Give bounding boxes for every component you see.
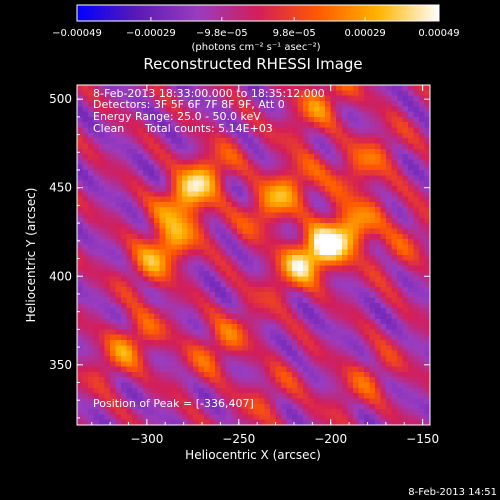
annotation-total-counts: Total counts: 5.14E+03 — [144, 122, 273, 135]
plot-frame — [76, 84, 431, 426]
footer-date: 8-Feb-2013 14:51 — [408, 487, 497, 498]
y-tick-label: 400 — [49, 269, 72, 283]
heatmap-image — [77, 85, 430, 425]
colorbar-tick-label: 0.00049 — [418, 28, 459, 39]
colorbar-ticks: −0.00049 −0.00029 −9.8e−05 9.8e−05 0.00029 0.… — [52, 17, 460, 39]
y-axis: 350 400 450 500 — [49, 92, 430, 419]
colorbar-tick-label: −0.00029 — [126, 28, 176, 39]
annotation-time-range: 8-Feb-2013 18:33:00.000 to 18:35:12.000 — [93, 87, 325, 100]
colorbar-gradient — [76, 4, 440, 22]
annotation-method: Clean — [93, 122, 124, 135]
colorbar: −0.00049 −0.00029 −9.8e−05 9.8e−05 0.00029 0.… — [52, 4, 460, 53]
annotation-detectors: Detectors: 3F 5F 6F 7F 8F 9F, Att 0 — [93, 98, 285, 111]
colorbar-tick-label: 0.00029 — [344, 28, 385, 39]
y-tick-label: 450 — [49, 181, 72, 195]
x-axis-label: Heliocentric X (arcsec) — [185, 448, 321, 462]
annotation-energy-range: Energy Range: 25.0 - 50.0 keV — [93, 110, 261, 123]
x-axis: −300 −250 −200 −150 — [91, 85, 439, 446]
x-tick-label: −250 — [222, 432, 255, 446]
colorbar-tick-label: 9.8e−05 — [273, 28, 316, 39]
colorbar-units: (photons cm⁻² s⁻¹ asec⁻²) — [191, 42, 320, 53]
y-axis-label: Heliocentric Y (arcsec) — [24, 188, 38, 323]
colorbar-tick-label: −0.00049 — [52, 28, 102, 39]
x-tick-label: −300 — [130, 432, 163, 446]
y-tick-label: 500 — [49, 92, 72, 106]
annotation-peak-position: Position of Peak = [-336,407] — [93, 397, 254, 410]
x-tick-label: −200 — [314, 432, 347, 446]
x-tick-label: −150 — [406, 432, 439, 446]
chart-title: Reconstructed RHESSI Image — [143, 55, 362, 73]
y-tick-label: 350 — [49, 358, 72, 372]
colorbar-tick-label: −9.8e−05 — [196, 28, 248, 39]
